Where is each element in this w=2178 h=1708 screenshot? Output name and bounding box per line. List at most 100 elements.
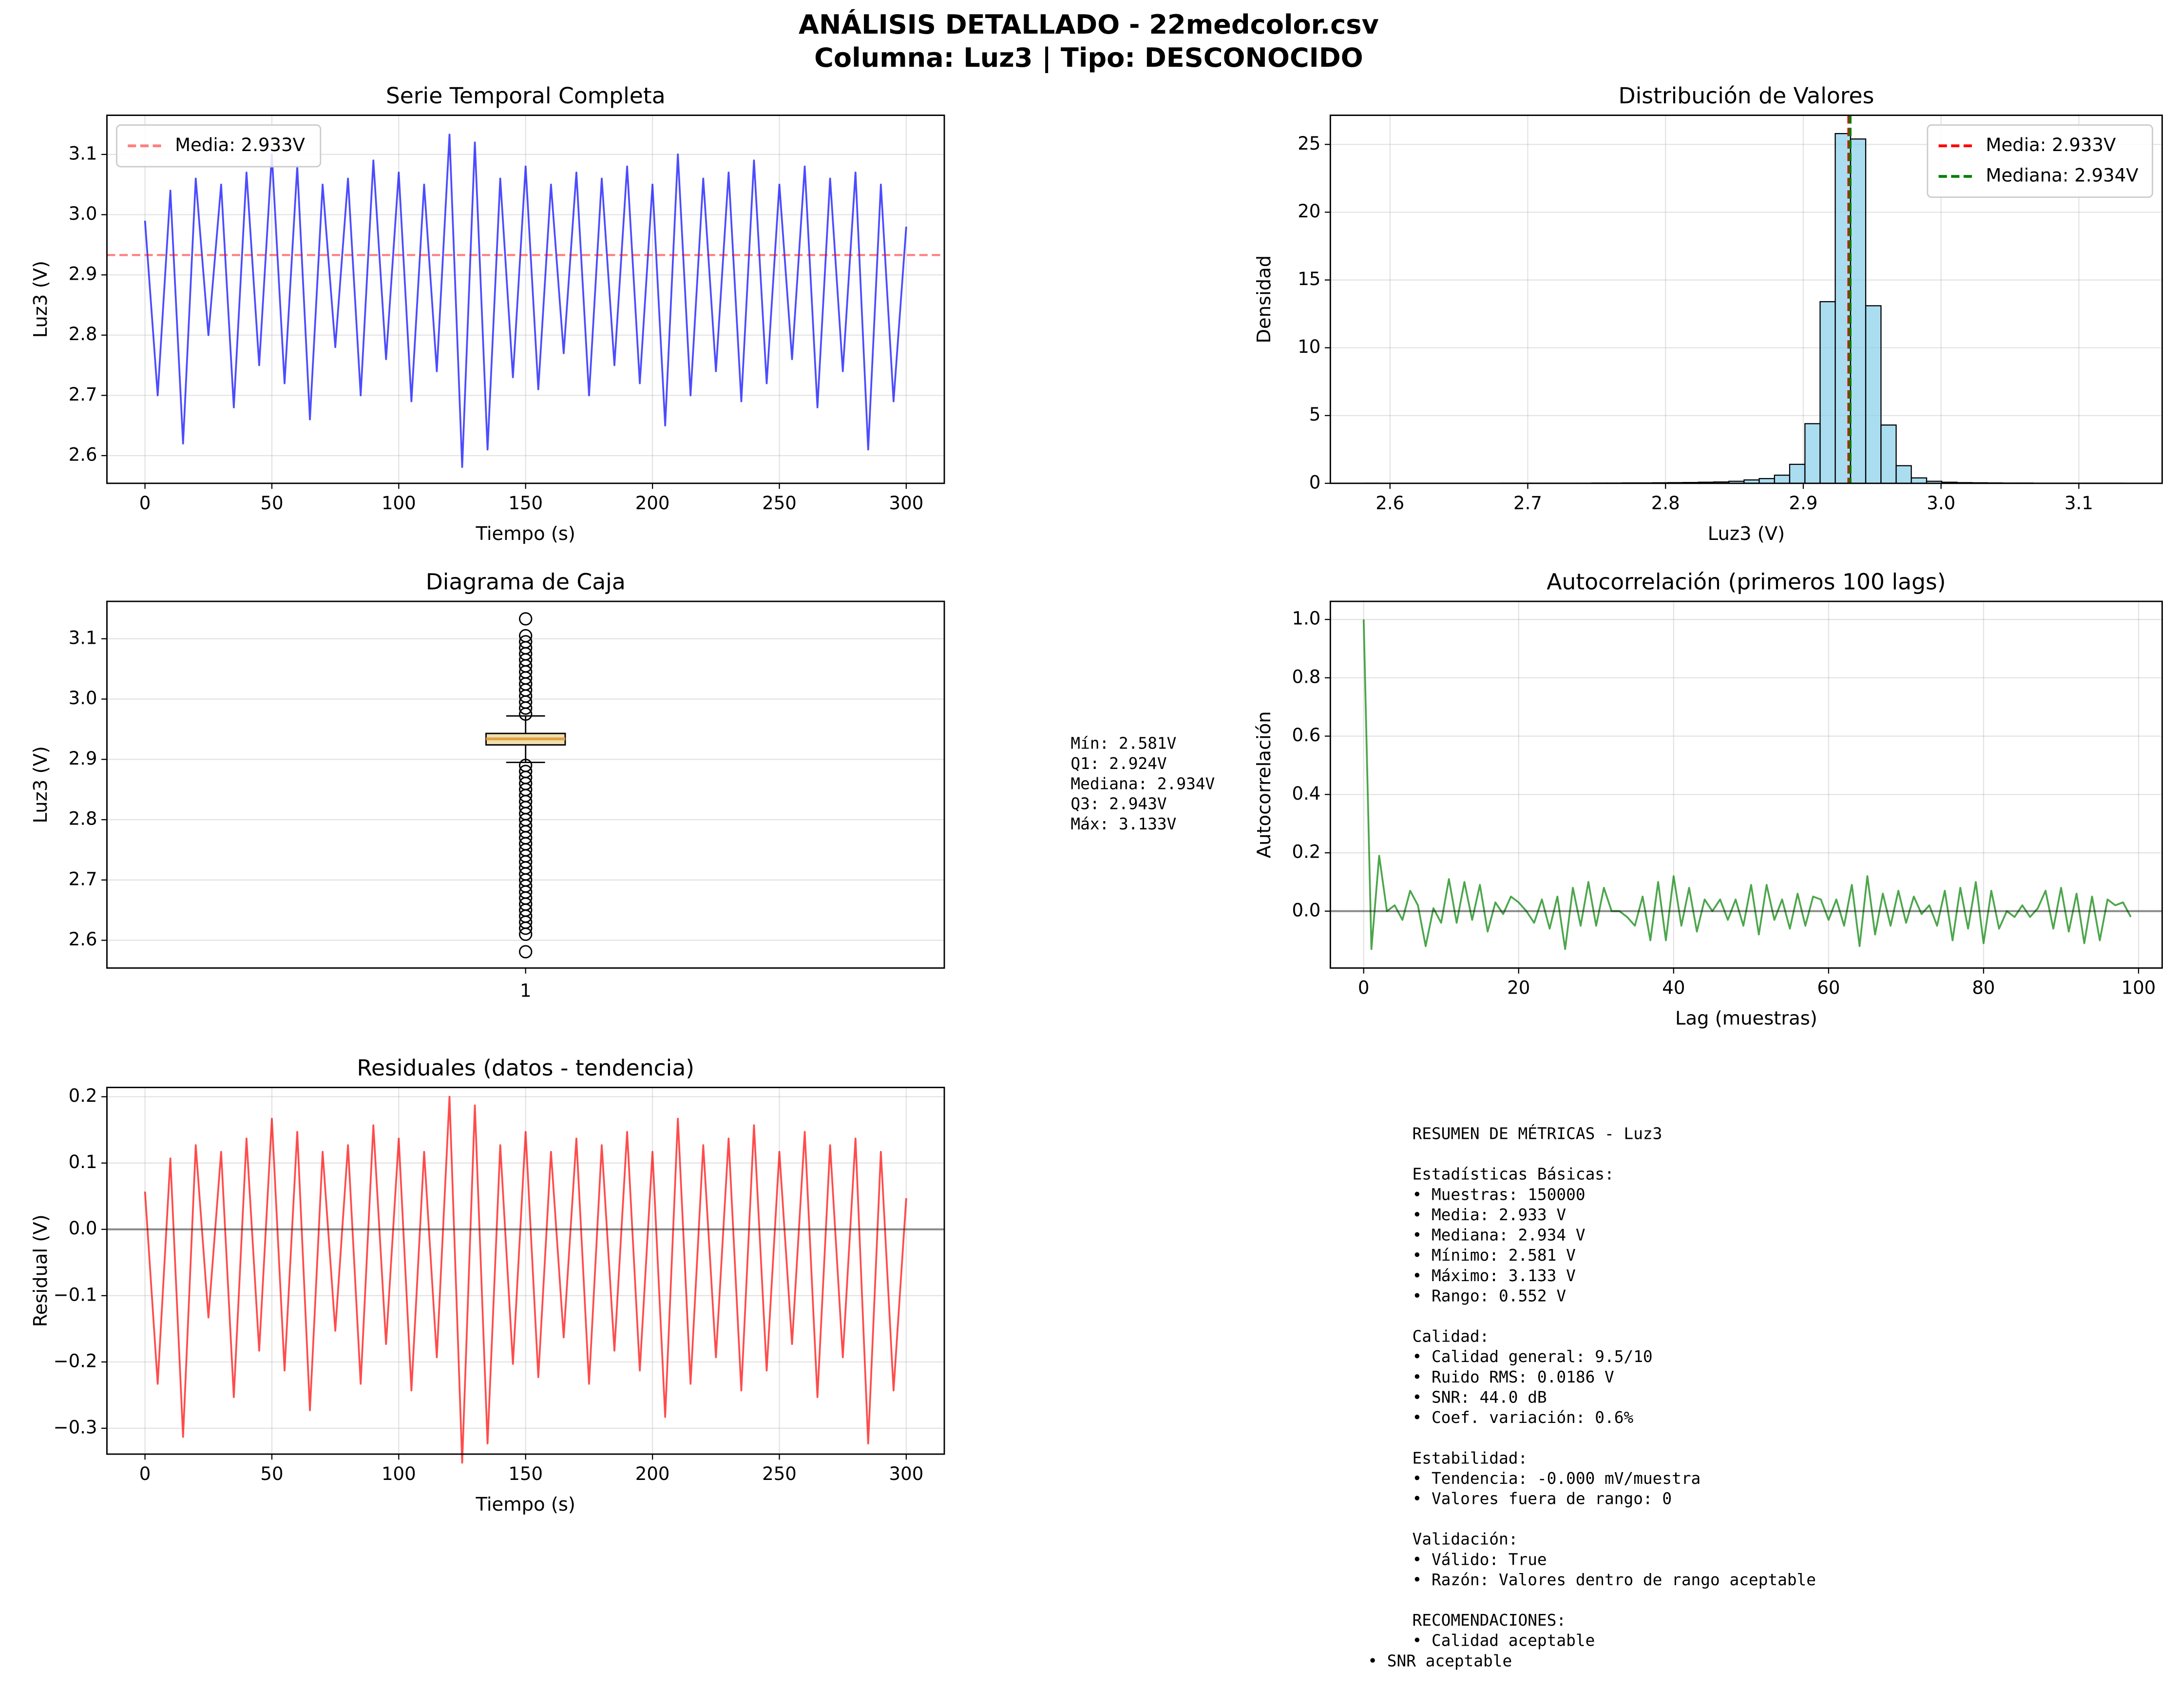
- outlier: [519, 635, 533, 649]
- x-tick-label: 0: [139, 493, 151, 514]
- legend-label: Media: 2.933V: [1986, 134, 2117, 155]
- y-tick-label: 1.0: [1292, 608, 1320, 629]
- y-tick-label: 0.0: [69, 1218, 97, 1239]
- summary-text: • Tendencia: -0.000 mV/muestra: [1412, 1469, 1700, 1488]
- y-tick-label: 0.1: [69, 1151, 97, 1172]
- y-tick-label: 0.2: [1292, 842, 1320, 863]
- y-tick-label: −0.3: [54, 1417, 97, 1438]
- x-tick-label: 2.9: [1789, 493, 1818, 514]
- x-tick-label: 300: [889, 493, 924, 514]
- summary-text: • Válido: True: [1412, 1550, 1547, 1569]
- x-axis-label: Lag (muestras): [1675, 1007, 1817, 1029]
- y-tick-label: 2.8: [69, 324, 97, 345]
- summary-text: • Coef. variación: 0.6%: [1412, 1408, 1633, 1427]
- x-tick-label: 250: [762, 1463, 797, 1484]
- y-tick-label: 2.7: [69, 384, 97, 405]
- histogram-bar: [1865, 305, 1882, 484]
- y-tick-label: 2.6: [69, 444, 97, 465]
- legend-label: Media: 2.933V: [175, 134, 306, 155]
- data-line: [1362, 619, 2132, 950]
- summary-text: • Calidad aceptable: [1412, 1631, 1595, 1650]
- summary-text: • Valores fuera de rango: 0: [1412, 1489, 1672, 1508]
- y-tick-label: 2.8: [69, 808, 97, 829]
- stats-text: Q1: 2.924V: [1070, 754, 1166, 773]
- summary-text: • Rango: 0.552 V: [1412, 1286, 1566, 1305]
- stats-text: Q3: 2.943V: [1070, 795, 1166, 813]
- x-axis-label: Tiempo (s): [476, 523, 575, 545]
- y-tick-label: 3.1: [69, 143, 97, 164]
- axes-frame: [1329, 115, 2163, 484]
- x-tick-label: 3.0: [1927, 493, 1955, 514]
- axes-title: Serie Temporal Completa: [386, 83, 666, 109]
- y-tick-label: −0.2: [54, 1350, 97, 1371]
- summary-text: RECOMENDACIONES:: [1412, 1611, 1566, 1630]
- x-tick-label: 100: [2121, 978, 2156, 998]
- x-axis-label: Tiempo (s): [476, 1494, 575, 1516]
- histogram-bar: [1880, 424, 1897, 484]
- x-tick-label: 40: [1662, 978, 1685, 998]
- legend-box: [1927, 124, 2153, 198]
- y-tick-label: 15: [1298, 269, 1320, 289]
- y-tick-label: 2.9: [69, 748, 97, 769]
- x-tick-label: 200: [635, 493, 670, 514]
- y-tick-label: 0: [1309, 472, 1321, 493]
- summary-text: • Razón: Valores dentro de rango aceptab…: [1412, 1571, 1816, 1589]
- outlier: [519, 759, 533, 772]
- summary-text: • Calidad general: 9.5/10: [1412, 1347, 1652, 1366]
- histogram-bar: [1804, 423, 1821, 484]
- x-tick-label: 50: [260, 1463, 283, 1484]
- x-tick-label: 0: [1358, 978, 1370, 998]
- y-axis-label: Autocorrelación: [1253, 711, 1275, 858]
- x-tick-label: 150: [508, 493, 543, 514]
- y-tick-label: 20: [1298, 201, 1320, 222]
- x-tick-label: 300: [889, 1463, 924, 1484]
- summary-text: • Ruido RMS: 0.0186 V: [1412, 1368, 1614, 1386]
- y-tick-label: 3.1: [69, 627, 97, 648]
- y-axis-label: Densidad: [1253, 255, 1275, 344]
- y-tick-label: 5: [1309, 404, 1321, 425]
- histogram-bar: [1895, 465, 1912, 484]
- axes-title: Residuales (datos - tendencia): [357, 1055, 694, 1081]
- stats-text: Mín: 2.581V: [1070, 734, 1176, 753]
- axes-title: Distribución de Valores: [1618, 83, 1874, 109]
- axes-frame: [106, 115, 945, 484]
- x-tick-label: 0: [139, 1463, 151, 1484]
- y-tick-label: 0.8: [1292, 666, 1320, 687]
- histogram-bar: [1774, 474, 1791, 484]
- x-tick-label: 150: [508, 1463, 543, 1484]
- legend-label: Mediana: 2.934V: [1986, 165, 2139, 186]
- figure-subtitle: Columna: Luz3 | Tipo: DESCONOCIDO: [814, 42, 1363, 73]
- y-tick-label: 2.6: [69, 929, 97, 950]
- y-tick-label: 0.0: [1292, 900, 1320, 921]
- y-axis-label: Residual (V): [30, 1214, 52, 1327]
- axes-frame: [106, 600, 945, 969]
- y-tick-label: 2.9: [69, 264, 97, 285]
- y-tick-label: 0.4: [1292, 783, 1320, 804]
- summary-text: • Mediana: 2.934 V: [1412, 1226, 1585, 1245]
- stats-text: Máx: 3.133V: [1070, 815, 1176, 833]
- summary-text: Estadísticas Básicas:: [1412, 1165, 1614, 1184]
- histogram-bar: [1911, 477, 1928, 484]
- y-tick-label: −0.1: [54, 1284, 97, 1305]
- summary-text: Validación:: [1412, 1530, 1518, 1549]
- stats-text: Mediana: 2.934V: [1070, 774, 1215, 793]
- x-axis-label: Luz3 (V): [1708, 523, 1785, 545]
- histogram-bar: [1819, 301, 1836, 484]
- summary-text: Estabilidad:: [1412, 1449, 1528, 1467]
- histogram-bar: [1789, 463, 1806, 484]
- figure-title: ANÁLISIS DETALLADO - 22medcolor.csv: [799, 9, 1379, 40]
- y-tick-label: 25: [1298, 133, 1320, 154]
- x-tick-label: 20: [1507, 978, 1530, 998]
- x-tick-label: 60: [1817, 978, 1840, 998]
- histogram-bar: [1758, 478, 1776, 484]
- x-tick-label: 3.1: [2064, 493, 2093, 514]
- axes-frame: [106, 1087, 945, 1455]
- y-tick-label: 3.0: [69, 688, 97, 709]
- summary-text: • SNR: 44.0 dB: [1412, 1388, 1547, 1406]
- x-tick-label: 100: [382, 1463, 416, 1484]
- x-tick-label: 50: [260, 493, 283, 514]
- x-tick-label: 100: [382, 493, 416, 514]
- y-tick-label: 10: [1298, 336, 1320, 357]
- summary-text: • SNR aceptable: [1368, 1651, 1512, 1670]
